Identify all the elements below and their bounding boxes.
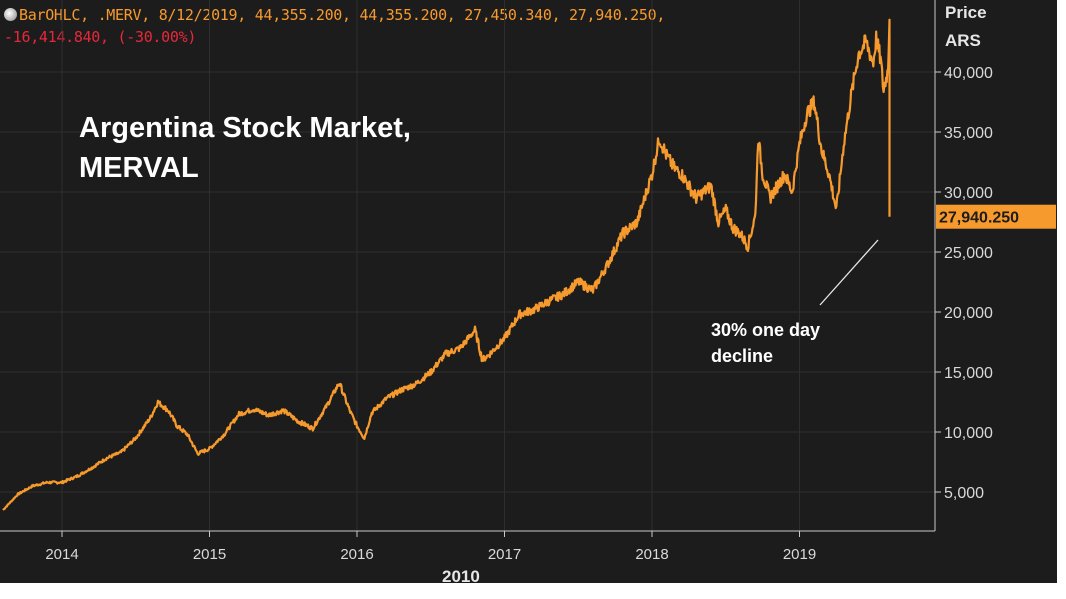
y-axis-title-line-2: ARS — [945, 31, 981, 50]
decline-annotation: 30% one day decline — [711, 239, 879, 366]
globe-icon — [4, 8, 17, 21]
x-axis-ticks: 2014 2015 2016 2017 2018 2019 — [45, 531, 816, 563]
y-axis-title-line-1: Price — [945, 3, 987, 22]
x-tick-label: 2018 — [635, 546, 668, 563]
last-price-flag: 27,940.250 — [936, 204, 1056, 229]
last-price-flag-box — [936, 204, 1056, 229]
y-tick-label: 20,000 — [944, 305, 993, 322]
x-tick-label: 2019 — [783, 546, 816, 563]
grid-lines — [0, 0, 935, 531]
series-layer — [2, 18, 891, 511]
axes — [0, 0, 936, 532]
chart-frame — [0, 0, 1057, 583]
y-tick-label: 10,000 — [944, 425, 993, 442]
y-tick-label: 25,000 — [944, 245, 993, 262]
annotation-text-line-1: 30% one day — [711, 320, 820, 340]
x-axis-label: 2010 — [442, 567, 480, 586]
y-tick-label: 35,000 — [944, 125, 993, 142]
x-tick-label: 2016 — [340, 546, 373, 563]
chart-header: BarOHLC, .MERV, 8/12/2019, 44,355.200, 4… — [4, 4, 665, 48]
y-tick-label: 30,000 — [944, 185, 993, 202]
y-tick-label: 15,000 — [944, 365, 993, 382]
y-axis-title: Price ARS — [945, 3, 987, 50]
ohlc-summary-text: BarOHLC, .MERV, 8/12/2019, 44,355.200, 4… — [19, 6, 666, 24]
chart-title-line-2: MERVAL — [79, 152, 199, 184]
y-tick-label: 5,000 — [944, 485, 984, 502]
annotation-text-line-2: decline — [711, 346, 773, 366]
chart-title-line-1: Argentina Stock Market, — [79, 112, 411, 144]
merval-price-line — [2, 18, 891, 511]
chart-title: Argentina Stock Market, MERVAL — [79, 112, 411, 184]
x-tick-label: 2015 — [193, 546, 226, 563]
ohlc-summary-line: BarOHLC, .MERV, 8/12/2019, 44,355.200, 4… — [4, 4, 665, 26]
x-tick-label: 2014 — [45, 546, 78, 563]
x-tick-label: 2017 — [488, 546, 521, 563]
y-tick-label: 40,000 — [944, 65, 993, 82]
price-change-line: -16,414.840, (-30.00%) — [4, 28, 197, 46]
y-axis-ticks: 5,000 10,000 15,000 20,000 25,000 30,000 35,00… — [935, 65, 993, 502]
annotation-pointer-line — [819, 239, 879, 306]
last-price-label: 27,940.250 — [939, 210, 1019, 227]
